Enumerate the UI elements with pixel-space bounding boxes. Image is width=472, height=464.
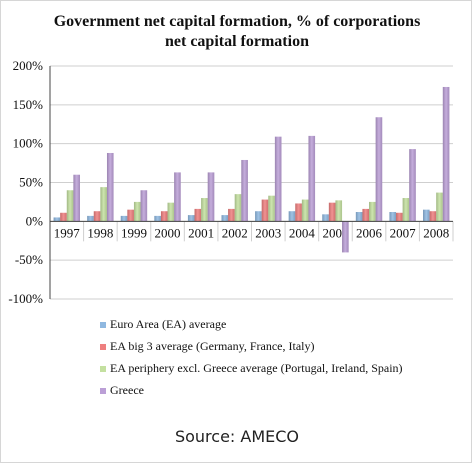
x-tick-label: 2001 <box>188 225 214 240</box>
y-tick-label: 100% <box>13 136 44 151</box>
y-tick-label: 150% <box>13 97 44 112</box>
bar-shading <box>295 203 302 222</box>
bar-shading <box>106 152 114 222</box>
bar-shading <box>154 215 161 222</box>
bar-shading <box>187 215 195 222</box>
bar-shading <box>274 136 282 222</box>
bar-shading <box>423 209 430 222</box>
bar-shading <box>362 208 370 222</box>
bar-shading <box>140 190 148 222</box>
legend-swatch <box>100 388 106 394</box>
bar-shading <box>53 217 61 222</box>
x-tick-label: 2005 <box>322 225 348 240</box>
bar-shading <box>201 198 208 222</box>
chart-title-line-1: Government net capital formation, % of c… <box>54 13 421 30</box>
legend-swatch <box>100 322 106 328</box>
chart-title-line-2: net capital formation <box>165 33 309 50</box>
bar-shading <box>133 201 141 222</box>
bar-shading <box>194 208 202 222</box>
x-tick-label: 1997 <box>54 225 81 240</box>
bar-shading <box>120 215 128 222</box>
bar-shading <box>73 174 80 222</box>
y-tick-label: 200% <box>13 58 44 73</box>
bar-shading <box>261 199 269 222</box>
x-tick-label: 2004 <box>289 225 316 240</box>
x-tick-label: 2007 <box>390 225 417 240</box>
bar-shading <box>301 199 309 222</box>
bar-shading <box>328 202 336 222</box>
x-tick-label: 2002 <box>222 225 248 240</box>
bar-shading <box>87 215 94 222</box>
bar-shading <box>322 214 329 222</box>
bar-shading <box>255 211 262 222</box>
x-tick-label: 2006 <box>356 225 383 240</box>
bar-shading <box>308 135 316 222</box>
bar-shading <box>429 211 437 222</box>
x-tick-label: 2008 <box>423 225 449 240</box>
bar-shading <box>241 159 248 222</box>
bar-shading <box>375 117 383 222</box>
legend-label: EA big 3 average (Germany, France, Italy… <box>110 339 314 353</box>
x-tick-label: 1999 <box>121 225 147 240</box>
y-tick-label: -50% <box>15 252 43 267</box>
bar-shading <box>66 190 74 222</box>
y-tick-label: 0% <box>26 213 44 228</box>
bar-shading <box>389 212 397 222</box>
bar-shading <box>268 195 275 222</box>
legend-swatch <box>100 344 106 350</box>
bar-shading <box>60 212 67 222</box>
bar-shading <box>221 215 229 222</box>
bar-shading <box>288 211 296 222</box>
bar-shading <box>369 201 376 222</box>
bar-shading <box>100 187 107 222</box>
x-tick-label: 2003 <box>255 225 281 240</box>
y-tick-label: -100% <box>8 291 43 306</box>
bar-shading <box>355 212 363 222</box>
bar-shading <box>127 209 134 222</box>
bar-shading <box>167 202 175 222</box>
bar-shading <box>409 149 416 222</box>
legend-label: Euro Area (EA) average <box>110 317 226 331</box>
bar-shading <box>402 198 410 222</box>
legend-label: Greece <box>110 383 144 397</box>
y-tick-label: 50% <box>19 175 43 190</box>
x-tick-label: 1998 <box>87 225 113 240</box>
legend: Euro Area (EA) average EA big 3 average (… <box>100 317 403 397</box>
bar-shading <box>174 172 181 222</box>
bar-shading <box>442 86 450 222</box>
legend-label: EA periphery excl. Greece average (Portu… <box>110 361 403 375</box>
bar-shading <box>93 211 101 222</box>
bar-shading <box>396 212 403 222</box>
bar-shading <box>207 172 215 222</box>
bar-shading <box>436 192 443 222</box>
bar-shading <box>234 194 242 222</box>
x-tick-label: 2000 <box>155 225 181 240</box>
bar-shading <box>335 200 343 222</box>
bar-shading <box>228 208 235 222</box>
source-note: Source: AMECO <box>175 427 299 446</box>
legend-swatch <box>100 366 106 372</box>
plot-area: 200% 150% 100% 50% 0% -50% -100% 1997 1998 1999 20… <box>8 58 454 306</box>
bar-shading <box>160 211 168 222</box>
bar-shading <box>342 221 349 253</box>
